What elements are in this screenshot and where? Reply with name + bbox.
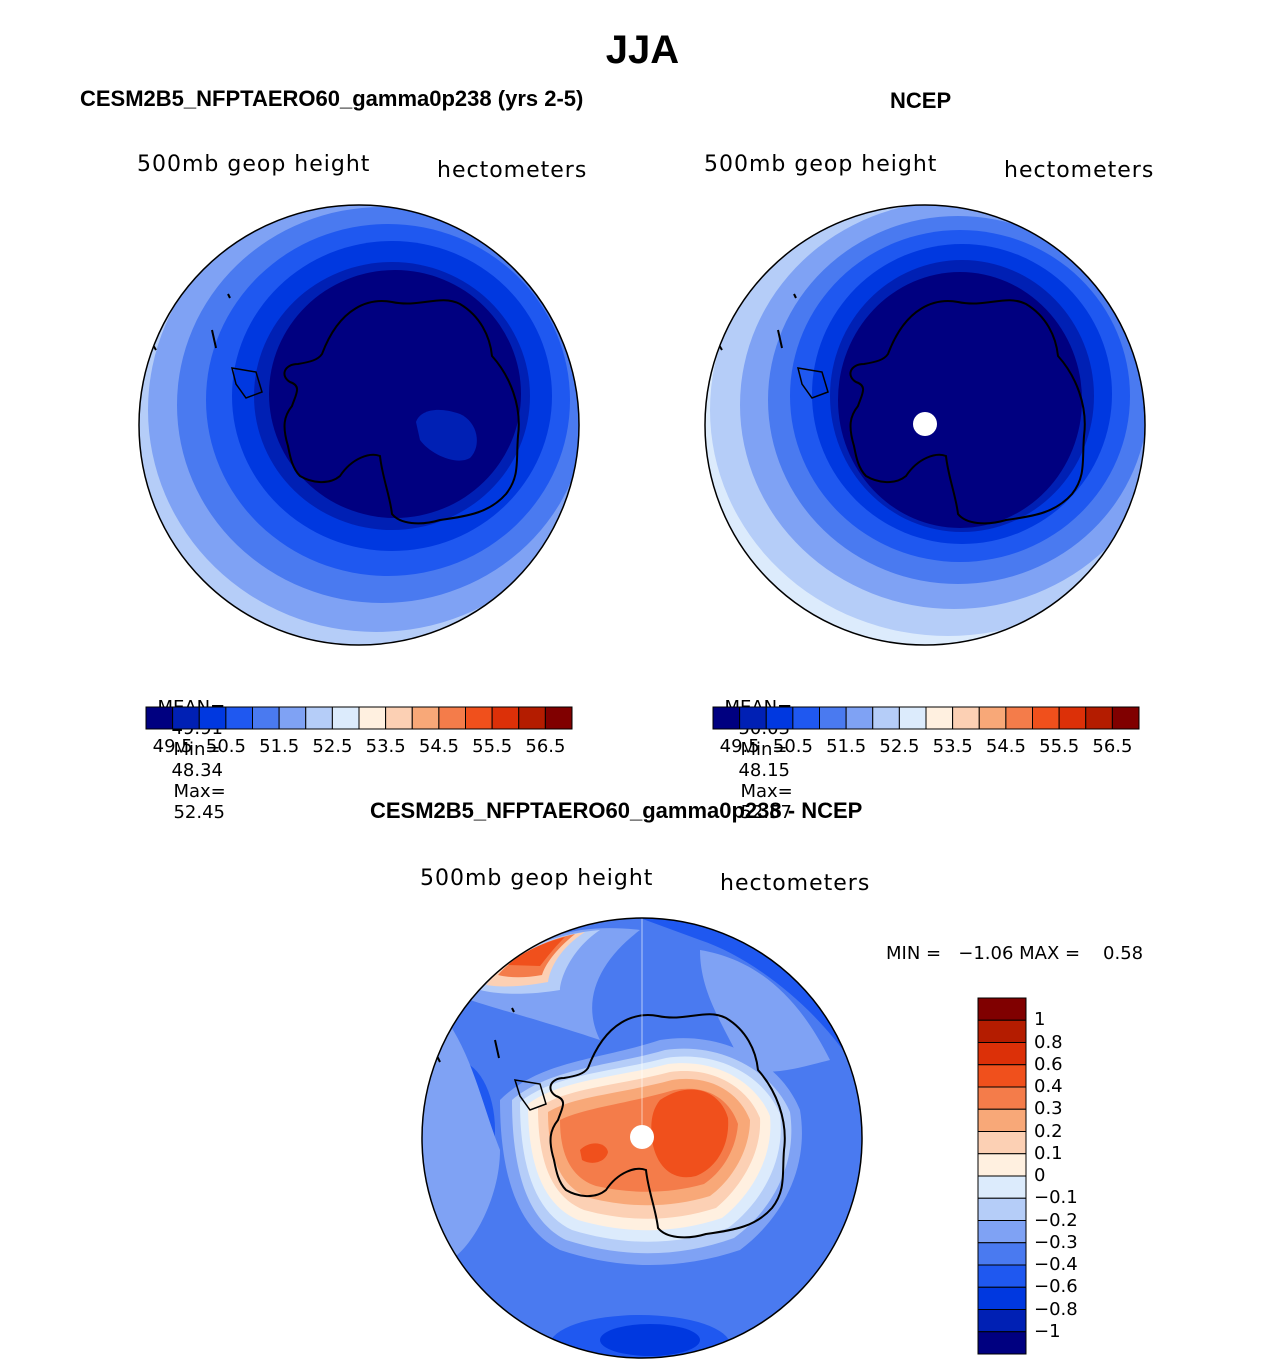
model-colorbar-tick-label: 49.5 [152,736,193,757]
obs-colorbar-swatch [872,706,900,730]
diff-map [421,917,863,1359]
model-max-label: Max= [173,781,226,802]
obs-colorbar-swatch [898,706,927,730]
obs-colorbar-swatch [739,706,767,730]
diff-colorbar-swatch [977,1064,1027,1088]
obs-colorbar-tick-label: 52.5 [879,736,920,757]
model-colorbar [145,706,573,730]
model-colorbar-tick-label: 56.5 [525,736,566,757]
model-units-label: hectometers [437,158,588,183]
obs-max-value: 52.57 [740,802,792,823]
obs-colorbar-swatch [1032,706,1060,730]
obs-variable-label: 500mb geop height [704,152,938,177]
obs-colorbar-swatch [952,706,980,730]
model-colorbar-swatch [198,706,227,730]
model-colorbar-swatch [518,706,546,730]
obs-colorbar-swatch [845,706,874,730]
obs-units-label: hectometers [1004,158,1155,183]
obs-map [704,204,1146,646]
model-colorbar-ticks: 49.5 50.5 51.5 52.5 53.5 54.5 55.5 56.5 [0,736,1285,760]
diff-minmax: MIN = −1.06 MAX = 0.58 [886,943,1144,964]
diff-variable-label: 500mb geop height [420,866,654,891]
obs-colorbar-swatch [792,706,820,730]
model-map [138,204,580,646]
model-max-value: 52.45 [173,802,225,823]
model-colorbar-tick-label: 53.5 [365,736,406,757]
diff-colorbar-swatch [977,1175,1027,1199]
model-colorbar-swatch [385,706,413,730]
model-colorbar-swatch [252,706,280,730]
obs-max-label: Max= [740,781,793,802]
model-colorbar-swatch [172,706,200,730]
model-colorbar-swatch [438,706,466,730]
obs-colorbar [712,706,1140,730]
diff-colorbar [977,997,1027,1355]
model-colorbar-tick-label: 54.5 [418,736,459,757]
model-variable-label: 500mb geop height [137,152,371,177]
model-colorbar-swatch [544,706,573,730]
model-colorbar-swatch [491,706,520,730]
obs-colorbar-swatch [1058,706,1087,730]
obs-colorbar-swatch [765,706,794,730]
model-colorbar-swatch [465,706,493,730]
diff-colorbar-swatch [977,1220,1027,1244]
diff-colorbar-swatch [977,1242,1027,1266]
figure-title: JJA [605,28,680,72]
model-colorbar-swatch [145,706,174,730]
obs-panel-heading: NCEP [890,88,952,113]
obs-colorbar-swatch [978,706,1007,730]
obs-colorbar-swatch [819,706,847,730]
model-colorbar-tick-label: 55.5 [472,736,513,757]
obs-colorbar-swatch [1111,706,1140,730]
obs-colorbar-swatch [712,706,741,730]
model-colorbar-swatch [305,706,333,730]
model-colorbar-swatch [225,706,253,730]
obs-colorbar-tick-label: 56.5 [1092,736,1133,757]
obs-min-label: Min= [740,739,788,760]
obs-min-value: 48.15 [738,760,790,781]
diff-units-label: hectometers [720,871,871,896]
diff-colorbar-swatch [977,1086,1027,1110]
diff-colorbar-swatch [977,1309,1027,1333]
obs-colorbar-tick-label: 50.5 [772,736,813,757]
diff-colorbar-swatch [977,1042,1027,1066]
obs-colorbar-swatch [1005,706,1033,730]
obs-colorbar-tick-label: 49.5 [719,736,760,757]
obs-colorbar-ticks: 49.5 50.5 51.5 52.5 53.5 54.5 55.5 56.5 [0,736,1285,760]
obs-colorbar-swatch [1085,706,1113,730]
diff-colorbar-swatch [977,997,1027,1021]
diff-colorbar-swatch [977,1108,1027,1132]
diff-colorbar-swatch [977,1153,1027,1177]
diff-colorbar-swatch [977,1019,1027,1043]
obs-colorbar-tick-label: 55.5 [1039,736,1080,757]
model-colorbar-tick-label: 50.5 [205,736,246,757]
model-colorbar-tick-label: 52.5 [312,736,353,757]
obs-colorbar-tick-label: 53.5 [932,736,973,757]
obs-colorbar-tick-label: 54.5 [985,736,1026,757]
diff-colorbar-swatch [977,1331,1027,1355]
diff-panel-heading: CESM2B5_NFPTAERO60_gamma0p238 - NCEP [370,798,863,823]
diff-colorbar-swatch [977,1197,1027,1221]
obs-colorbar-swatch [925,706,954,730]
model-colorbar-swatch [331,706,360,730]
model-panel-heading: CESM2B5_NFPTAERO60_gamma0p238 (yrs 2-5) [80,86,584,111]
model-colorbar-swatch [411,706,440,730]
diff-colorbar-swatch [977,1131,1027,1155]
diff-colorbar-swatch [977,1286,1027,1310]
diff-colorbar-swatch [977,1264,1027,1288]
model-min-label: Min= [173,739,221,760]
model-colorbar-swatch [358,706,387,730]
model-colorbar-swatch [278,706,307,730]
model-colorbar-tick-label: 51.5 [259,736,300,757]
model-min-value: 48.34 [171,760,223,781]
obs-colorbar-tick-label: 51.5 [826,736,867,757]
